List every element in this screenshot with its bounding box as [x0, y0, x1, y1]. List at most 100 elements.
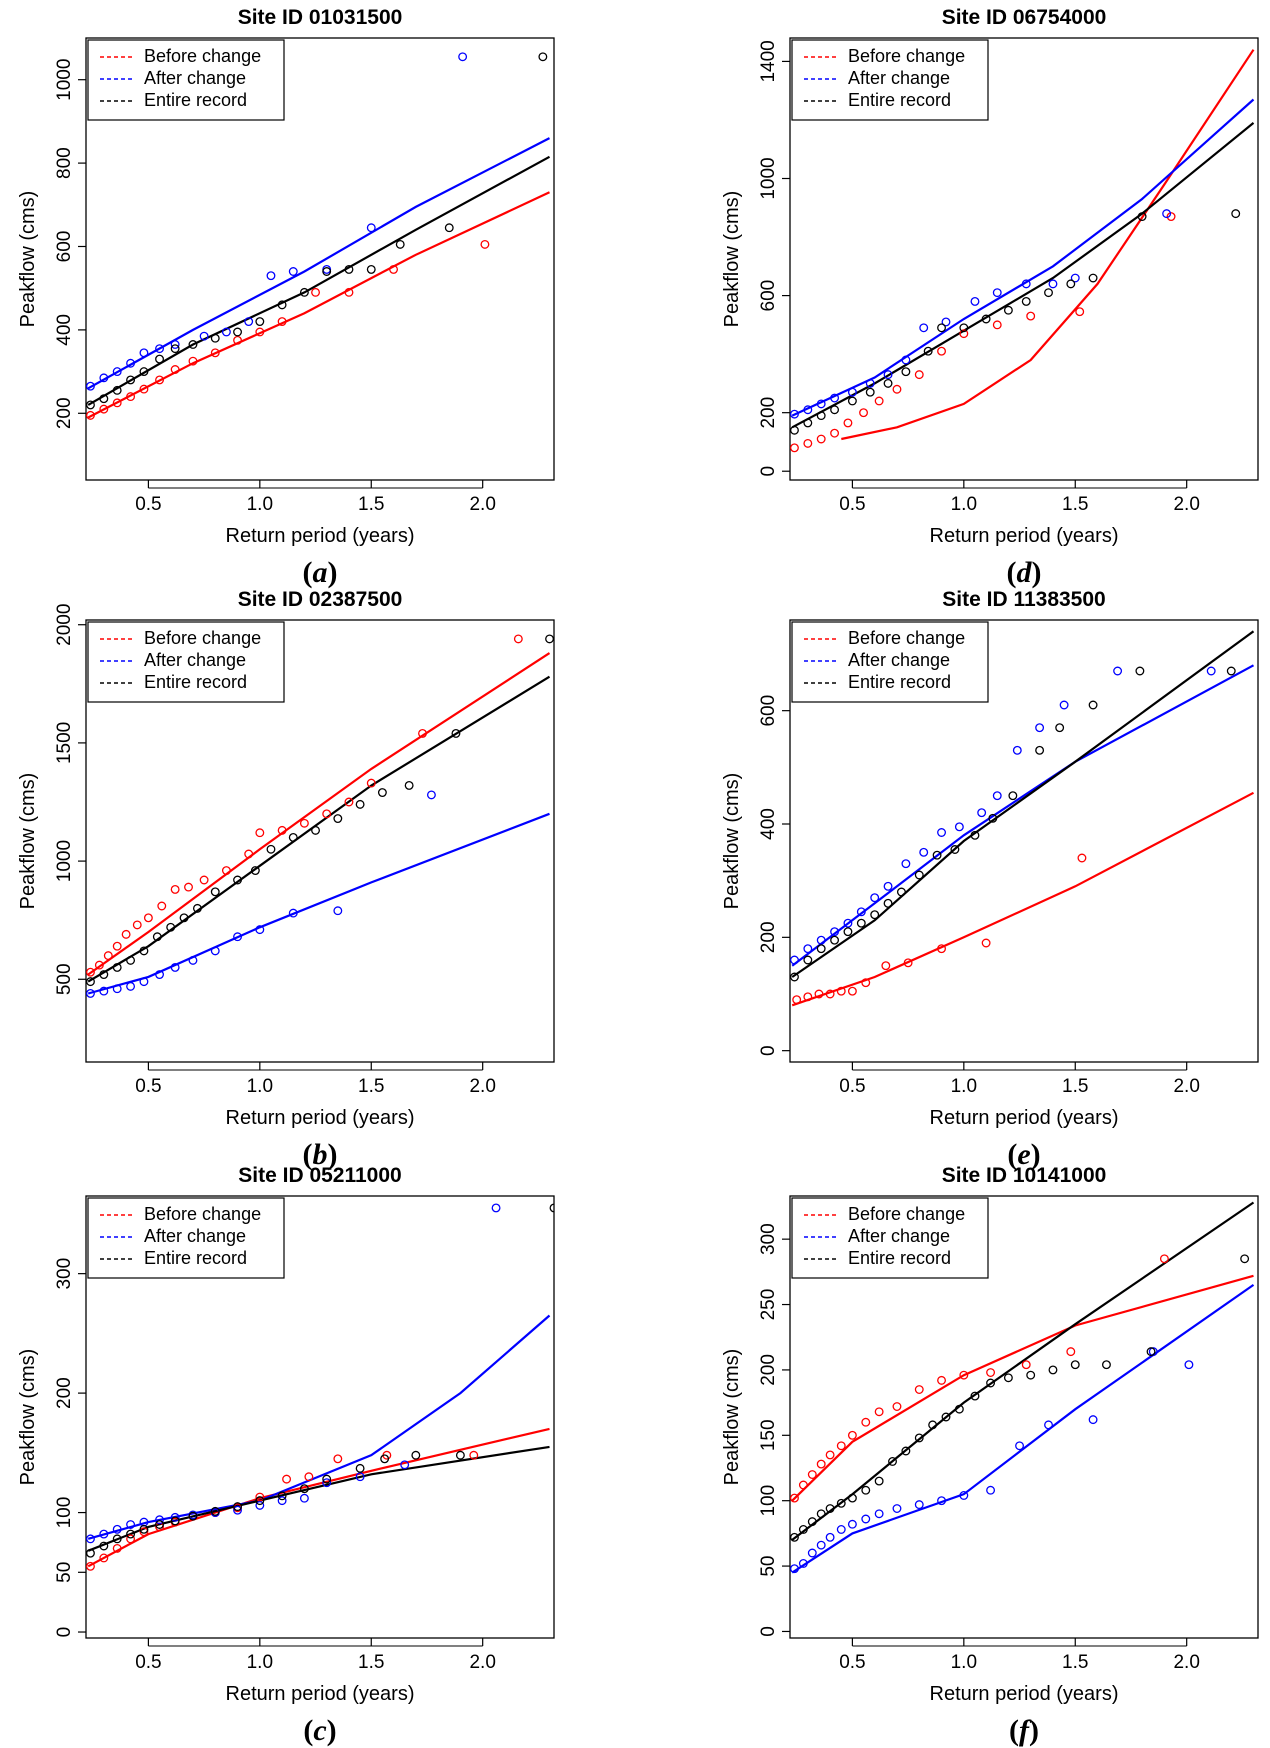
data-point-after: [825, 1532, 835, 1542]
chart-panel-b: Site ID 02387500 0.5 1.0 1.5 2.0 500 1000 1500 2…: [17, 588, 555, 1171]
data-point-before: [847, 1430, 857, 1440]
data-point-after: [155, 970, 164, 979]
data-point-entire: [549, 1203, 554, 1213]
data-point-after: [1035, 723, 1045, 733]
data-point-after: [883, 370, 893, 380]
data-point-after: [807, 1548, 817, 1558]
data-point-after: [333, 906, 343, 916]
plot-data: [86, 634, 554, 998]
data-point-before: [188, 356, 198, 366]
legend-label: Entire record: [144, 90, 247, 110]
legend-box: [791, 1197, 989, 1279]
fit-line-after: [791, 98, 1255, 417]
data-point-entire: [112, 385, 122, 395]
chart-panel-c: Site ID 05211000 0.5 1.0 1.5 2.0 0 50 100 200 300…: [17, 1164, 555, 1747]
data-point-entire: [825, 1504, 835, 1513]
x-tick-label: 1.5: [358, 1076, 384, 1097]
data-point-before: [94, 960, 104, 970]
data-point-after: [919, 847, 929, 857]
y-tick-label: 400: [758, 808, 779, 840]
data-point-before: [99, 1553, 109, 1563]
legend-label: After change: [144, 650, 246, 670]
data-point-entire: [99, 970, 109, 979]
data-point-entire: [1008, 791, 1018, 801]
data-point-entire: [166, 922, 176, 932]
data-point-entire: [865, 387, 875, 397]
chart-panel-e: Site ID 11383500 0.5 1.0 1.5 2.0 0 200 400 600 Re…: [721, 588, 1259, 1171]
data-point-entire: [830, 935, 840, 945]
data-point-after: [954, 822, 964, 832]
y-tick-label: 100: [758, 1485, 779, 1517]
y-tick-label: 250: [758, 1289, 779, 1321]
data-point-entire: [188, 1511, 198, 1521]
legend-box: [791, 621, 989, 703]
caption-paren-open: (: [303, 556, 313, 589]
data-point-after: [790, 955, 799, 965]
data-point-entire: [233, 875, 242, 885]
fit-line-before: [791, 1274, 1254, 1502]
data-point-after: [843, 918, 853, 928]
panel-caption: (a): [303, 556, 338, 589]
data-point-entire: [790, 1532, 799, 1542]
data-point-before: [112, 1543, 122, 1553]
data-point-entire: [99, 394, 109, 404]
data-point-after: [1044, 1420, 1053, 1430]
data-point-before: [814, 989, 824, 999]
data-point-entire: [816, 411, 826, 421]
data-point-after: [790, 1564, 799, 1574]
data-point-after: [914, 1500, 924, 1510]
data-point-before: [86, 410, 95, 420]
legend-label: Entire record: [144, 1248, 247, 1268]
data-point-entire: [870, 910, 880, 920]
data-point-after: [244, 317, 254, 326]
data-point-before: [277, 825, 287, 835]
data-point-entire: [1021, 296, 1031, 306]
data-point-before: [126, 392, 136, 402]
data-point-after: [883, 881, 893, 891]
data-point-entire: [1102, 1360, 1111, 1370]
data-point-before: [892, 384, 902, 394]
data-point-after: [1162, 209, 1172, 219]
data-point-entire: [455, 1450, 465, 1460]
data-point-entire: [112, 1534, 122, 1544]
data-point-entire: [210, 333, 220, 343]
data-point-before: [825, 989, 835, 999]
data-point-before: [937, 346, 946, 356]
data-point-after: [901, 859, 911, 869]
data-point-before: [1159, 1254, 1169, 1264]
panel-title: Site ID 01031500: [238, 6, 403, 29]
x-axis-label: Return period (years): [930, 1107, 1119, 1129]
data-point-entire: [861, 1485, 871, 1495]
data-point-after: [847, 1519, 857, 1529]
data-point-entire: [1226, 666, 1236, 676]
data-point-entire: [404, 781, 414, 790]
data-point-before: [132, 920, 142, 930]
data-point-before: [366, 778, 376, 788]
data-point-before: [1077, 853, 1087, 863]
legend-box: [87, 39, 285, 121]
data-point-before: [322, 809, 332, 819]
data-point-entire: [288, 833, 298, 842]
data-point-entire: [250, 866, 260, 875]
data-point-before: [914, 370, 924, 380]
data-point-entire: [233, 327, 242, 337]
data-point-before: [480, 239, 490, 249]
data-point-before: [874, 1407, 884, 1417]
legend-label: After change: [144, 1226, 246, 1246]
data-point-entire: [901, 1446, 911, 1456]
data-point-after: [288, 267, 298, 276]
data-point-after: [188, 955, 198, 965]
data-point-before: [836, 1441, 846, 1451]
legend-box: [87, 621, 285, 703]
data-point-entire: [798, 1525, 808, 1534]
y-tick-label: 1000: [54, 840, 75, 882]
data-point-entire: [1146, 1347, 1156, 1357]
plot-frame: [789, 1195, 1259, 1639]
data-point-before: [790, 443, 799, 453]
data-point-before: [103, 951, 113, 961]
data-point-before: [99, 404, 109, 414]
caption-paren-close: ): [1031, 1138, 1041, 1171]
